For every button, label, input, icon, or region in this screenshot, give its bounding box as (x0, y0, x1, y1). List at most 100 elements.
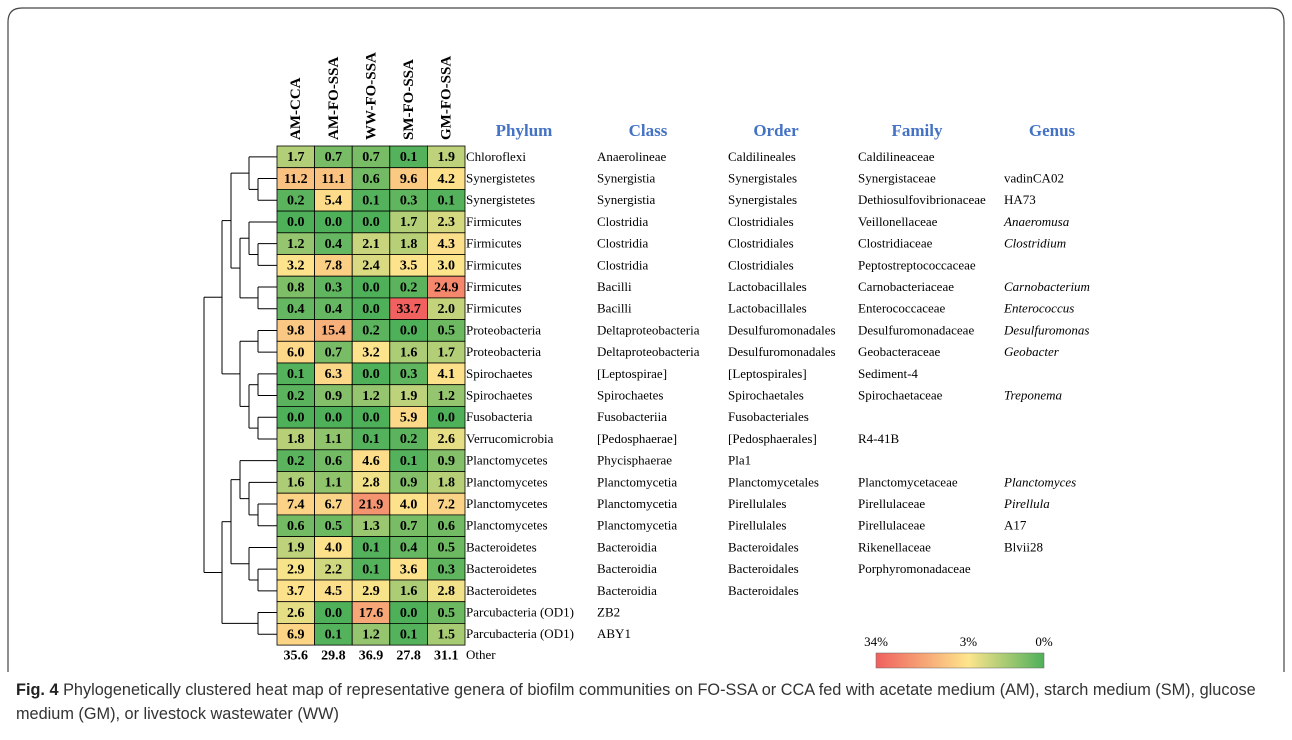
cell-label: 2.6 (437, 432, 455, 447)
cell-label: 0.2 (400, 280, 418, 295)
legend-label: 3% (960, 634, 978, 649)
cell-label: 3.6 (400, 562, 418, 577)
cell-label: 0.1 (362, 432, 380, 447)
taxonomy-cell: Planctomycetes (466, 453, 548, 468)
cell-label: 1.6 (400, 584, 418, 599)
taxonomy-cell: Firmicutes (466, 214, 522, 229)
column-label: AM-FO-SSA (326, 57, 342, 140)
cell-label: 1.6 (400, 345, 418, 360)
cell-label: 1.2 (287, 237, 305, 252)
taxonomy-cell: Clostridiales (728, 257, 794, 272)
cell-label: 4.2 (437, 172, 455, 187)
cell-label: 4.6 (362, 454, 380, 469)
taxonomy-cell: Clostridia (597, 236, 649, 251)
taxonomy-cell: Bacteroidales (728, 583, 799, 598)
cell-label: 0.1 (400, 150, 418, 165)
cell-label: 0.1 (287, 367, 305, 382)
taxonomy-cell: Firmicutes (466, 301, 522, 316)
taxonomy-cell: Bacteroidia (597, 539, 657, 554)
cell-label: 11.1 (322, 172, 346, 187)
taxonomy-cell: Bacteroidetes (466, 561, 537, 576)
taxonomy-cell: Bacteroidia (597, 583, 657, 598)
cell-label: 0.5 (437, 324, 455, 339)
legend-label: 0% (1035, 634, 1053, 649)
taxonomy-header: Class (629, 121, 668, 140)
taxonomy-cell: Clostridium (1004, 236, 1066, 251)
taxonomy-cell: Bacteroidia (597, 561, 657, 576)
taxonomy-cell: Fusobacteriia (597, 409, 667, 424)
cell-label: 3.7 (287, 584, 305, 599)
taxonomy-cell: Spirochaetaceae (858, 388, 943, 403)
cell-label: 0.1 (325, 627, 343, 642)
taxonomy-cell: R4-41B (858, 431, 900, 446)
taxonomy-cell: Desulfuromonadales (728, 344, 836, 359)
cell-label: 0.4 (287, 302, 305, 317)
taxonomy-cell: Pirellulales (728, 518, 787, 533)
cell-label: 0.2 (287, 454, 305, 469)
taxonomy-cell: Bacteroidales (728, 561, 799, 576)
cell-label: 1.1 (325, 432, 343, 447)
taxonomy-cell: Carnobacteriaceae (858, 279, 954, 294)
taxonomy-cell: Firmicutes (466, 279, 522, 294)
other-value: 36.9 (359, 648, 384, 663)
taxonomy-cell: Caldilineales (728, 149, 796, 164)
cell-label: 5.4 (325, 193, 343, 208)
taxonomy-cell: Lactobacillales (728, 301, 807, 316)
taxonomy-header: Order (753, 121, 799, 140)
cell-label: 1.9 (400, 389, 418, 404)
cell-label: 0.1 (437, 193, 455, 208)
cell-label: 1.2 (437, 389, 455, 404)
taxonomy-cell: Bacteroidetes (466, 583, 537, 598)
taxonomy-cell: Desulfuromonadales (728, 322, 836, 337)
taxonomy-cell: Clostridiales (728, 214, 794, 229)
cell-label: 4.3 (437, 237, 455, 252)
taxonomy-cell: Firmicutes (466, 236, 522, 251)
taxonomy-cell: Rikenellaceae (858, 539, 931, 554)
taxonomy-cell: Synergistia (597, 171, 655, 186)
cell-label: 0.3 (400, 367, 418, 382)
cell-label: 0.9 (400, 476, 418, 491)
taxonomy-cell: Synergistales (728, 171, 797, 186)
taxonomy-cell: Blvii28 (1004, 539, 1043, 554)
cell-label: 0.1 (362, 562, 380, 577)
cell-label: 6.3 (325, 367, 343, 382)
taxonomy-cell: Fusobacteriales (728, 409, 809, 424)
taxonomy-cell: Deltaproteobacteria (597, 344, 700, 359)
heat-cell (426, 623, 466, 646)
taxonomy-cell: [Pedosphaerales] (728, 431, 817, 446)
caption-text: Phylogenetically clustered heat map of r… (16, 681, 1256, 723)
other-value: 29.8 (321, 648, 346, 663)
cell-label: 5.9 (400, 410, 418, 425)
cell-label: 15.4 (321, 324, 346, 339)
taxonomy-cell: Firmicutes (466, 257, 522, 272)
taxonomy-cell: Desulfuromonas (1003, 322, 1089, 337)
taxonomy-cell: Fusobacteria (466, 409, 533, 424)
taxonomy-cell: Planctomycetes (466, 474, 548, 489)
taxonomy-cell: ZB2 (597, 605, 620, 620)
cell-label: 17.6 (359, 606, 384, 621)
cell-label: 7.2 (437, 497, 455, 512)
other-value: 27.8 (396, 648, 421, 663)
taxonomy-cell: Pla1 (728, 453, 751, 468)
taxonomy-cell: Proteobacteria (466, 344, 541, 359)
taxonomy-cell: Planctomycetes (466, 518, 548, 533)
cell-label: 24.9 (434, 280, 459, 295)
cell-label: 2.8 (362, 476, 380, 491)
taxonomy-cell: Treponema (1004, 388, 1063, 403)
cell-label: 3.0 (437, 259, 455, 274)
taxonomy-cell: Porphyromonadaceae (858, 561, 971, 576)
cell-label: 0.7 (362, 150, 380, 165)
taxonomy-cell: Planctomycetia (597, 474, 677, 489)
taxonomy-cell: [Leptospirae] (597, 366, 667, 381)
cell-label: 4.5 (325, 584, 343, 599)
taxonomy-cell: Bacteroidetes (466, 539, 537, 554)
cell-label: 6.9 (287, 627, 305, 642)
taxonomy-cell: Planctomycetia (597, 518, 677, 533)
taxonomy-cell: Veillonellaceae (858, 214, 938, 229)
cell-label: 3.2 (287, 259, 305, 274)
cell-label: 0.1 (400, 454, 418, 469)
taxonomy-cell: Spirochaetes (597, 388, 663, 403)
dendrogram (203, 156, 277, 635)
taxonomy-cell: Verrucomicrobia (466, 431, 554, 446)
